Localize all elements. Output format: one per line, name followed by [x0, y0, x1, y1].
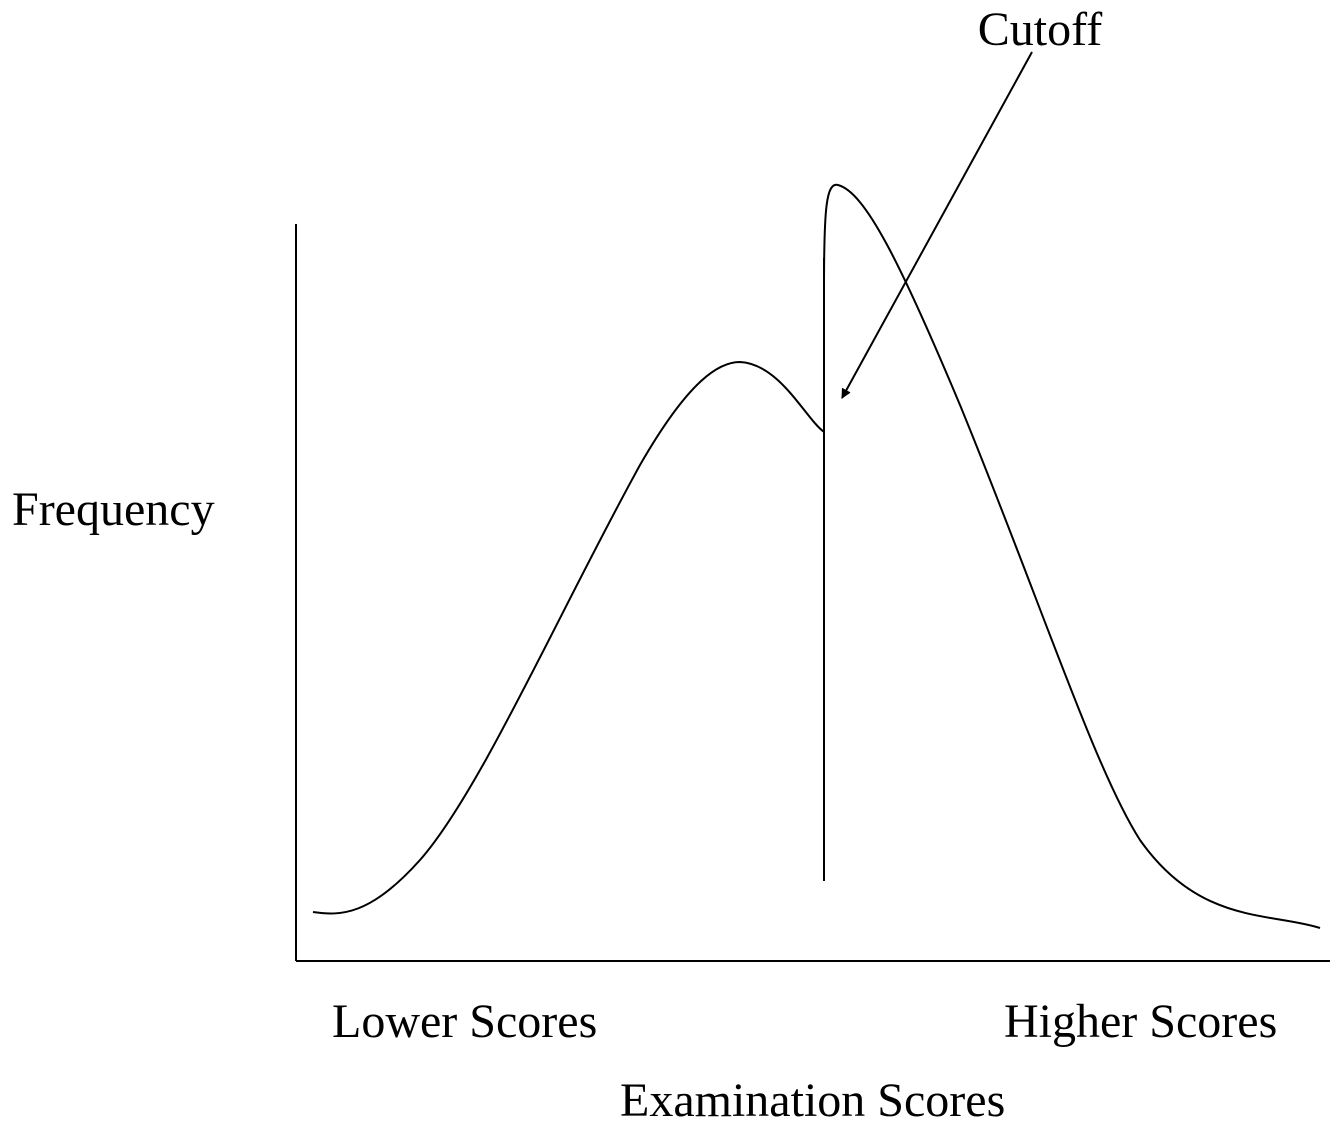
high-label: Higher Scores — [1004, 995, 1277, 1048]
lower-curve — [312, 360, 825, 915]
y-axis-label: Frequency — [12, 483, 215, 536]
cutoff-arrow — [841, 51, 1033, 399]
cutoff-label: Cutoff — [978, 3, 1102, 56]
upper-curve — [823, 183, 1321, 929]
x-axis-label: Examination Scores — [620, 1074, 1005, 1124]
low-label: Lower Scores — [332, 995, 597, 1048]
